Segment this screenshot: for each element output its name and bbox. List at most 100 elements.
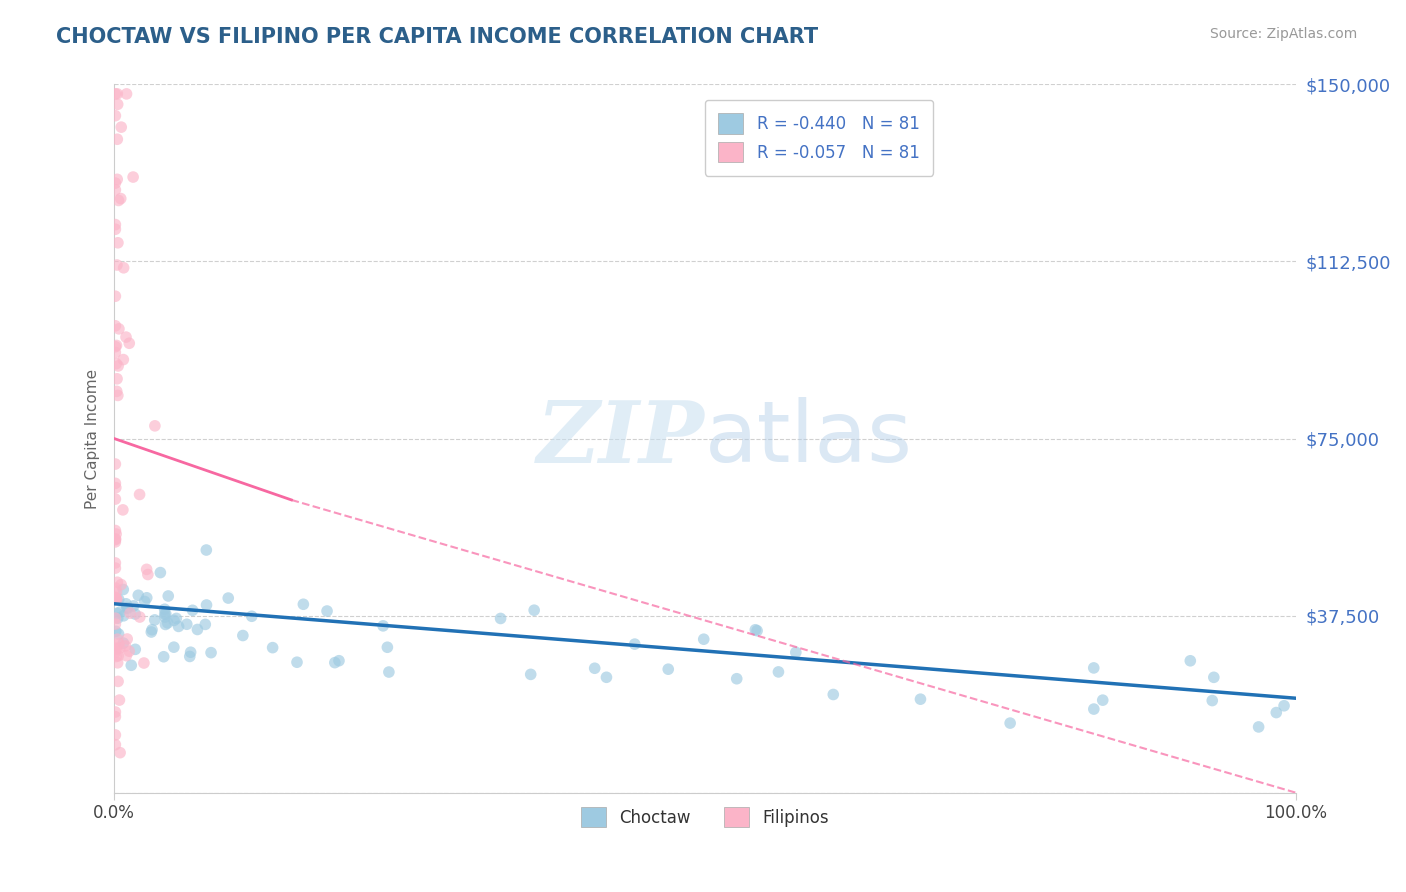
Point [136,567,159,582]
Point [115,330,138,344]
Point [105,527,128,541]
Point [104,457,127,471]
Point [114,639,136,653]
Point [128,610,150,624]
Point [107,648,129,663]
Point [104,561,127,575]
Point [107,359,129,373]
Point [104,318,127,333]
Text: CHOCTAW VS FILIPINO PER CAPITA INCOME CORRELATION CHART: CHOCTAW VS FILIPINO PER CAPITA INCOME CO… [56,27,818,46]
Point [1272,698,1295,713]
Point [107,632,129,647]
Point [1202,670,1225,684]
Point [104,645,127,659]
Point [104,345,127,359]
Point [583,661,606,675]
Point [143,418,166,433]
Point [124,642,146,657]
Y-axis label: Per Capita Income: Per Capita Income [86,368,100,508]
Point [104,218,127,232]
Point [107,235,129,250]
Point [262,640,284,655]
Point [122,169,145,184]
Point [217,591,239,605]
Point [1265,706,1288,720]
Point [153,610,176,624]
Point [595,670,617,684]
Point [316,604,339,618]
Point [910,692,932,706]
Point [155,607,177,621]
Point [785,645,807,659]
Point [149,566,172,580]
Point [141,623,163,637]
Point [134,594,156,608]
Point [107,637,129,651]
Legend: Choctaw, Filipinos: Choctaw, Filipinos [574,800,835,834]
Point [200,646,222,660]
Point [157,589,180,603]
Point [107,97,129,112]
Point [153,602,176,616]
Point [745,624,768,638]
Point [240,609,263,624]
Point [105,384,128,399]
Point [105,372,128,386]
Point [118,336,141,351]
Point [107,674,129,689]
Point [693,632,716,647]
Point [167,619,190,633]
Point [104,649,127,664]
Point [132,656,155,670]
Point [377,640,399,655]
Point [104,340,127,354]
Point [107,627,129,641]
Point [108,693,131,707]
Point [181,603,204,617]
Point [112,636,135,650]
Point [120,606,142,620]
Point [523,603,546,617]
Point [104,532,127,546]
Text: ZIP: ZIP [537,397,704,480]
Point [328,654,350,668]
Point [105,592,128,607]
Text: atlas: atlas [704,397,912,480]
Point [156,615,179,630]
Point [623,637,645,651]
Point [155,617,177,632]
Point [115,632,138,646]
Point [153,607,176,622]
Point [725,672,748,686]
Point [127,588,149,602]
Point [115,87,138,101]
Point [105,132,128,146]
Point [120,658,142,673]
Point [107,194,129,208]
Point [165,611,187,625]
Point [104,556,127,570]
Point [115,597,138,611]
Point [489,611,512,625]
Point [141,625,163,640]
Point [163,614,186,628]
Point [104,289,127,303]
Point [104,709,127,723]
Point [108,605,131,619]
Point [105,357,128,371]
Point [104,591,127,605]
Point [104,176,127,190]
Point [1083,661,1105,675]
Point [108,640,131,655]
Point [107,656,129,670]
Point [104,738,127,752]
Point [105,584,128,599]
Point [744,623,766,637]
Point [104,533,127,547]
Point [135,591,157,605]
Point [104,535,127,549]
Point [108,746,131,760]
Point [1091,693,1114,707]
Point [104,481,127,495]
Point [118,644,141,658]
